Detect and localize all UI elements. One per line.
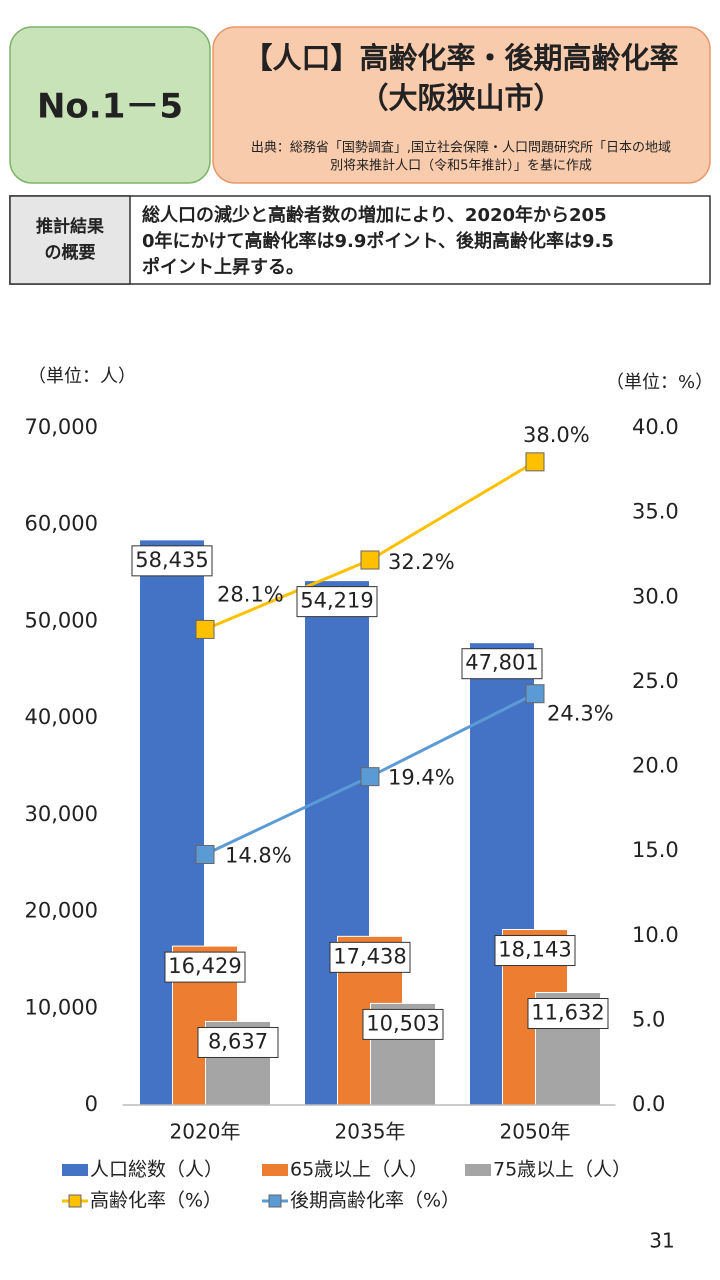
- legend-swatch: [68, 1194, 82, 1208]
- y-tick-label: 0: [85, 1092, 98, 1116]
- label-box: [131, 545, 213, 577]
- y2-tick-label: 0.0: [632, 1092, 665, 1116]
- bar-value-label: 8,637: [208, 1029, 268, 1053]
- y-tick-label: 70,000: [25, 415, 98, 439]
- y-unit: （単位：人）: [28, 366, 136, 387]
- y-tick-label: 10,000: [25, 995, 98, 1019]
- number-box: [9, 26, 211, 184]
- summary-text: 総人口の減少と高齢者数の増加により、2020年から205: [142, 204, 607, 226]
- marker: [360, 767, 380, 787]
- slide-number: No.1－5: [37, 87, 183, 127]
- bar-value-label: 10,503: [366, 1011, 439, 1035]
- bar-value-label: 54,219: [300, 589, 373, 613]
- marker: [195, 845, 215, 865]
- bar-value-label: 17,438: [333, 944, 406, 968]
- summary-label-cell: [9, 195, 131, 285]
- y-tick-label: 30,000: [25, 802, 98, 826]
- marker: [195, 619, 215, 639]
- page-number: 31: [649, 1229, 674, 1253]
- label-box: [164, 951, 246, 983]
- bar-value-label: 16,429: [168, 954, 241, 978]
- x-tick-label: 2020年: [170, 1120, 241, 1144]
- y-tick-label: 40,000: [25, 705, 98, 729]
- label-box: [362, 1008, 444, 1040]
- y2-tick-label: 10.0: [632, 923, 679, 947]
- label-box: [461, 648, 543, 680]
- line-value-label: 28.1%: [217, 582, 284, 606]
- y2-tick-label: 20.0: [632, 754, 679, 778]
- marker: [525, 684, 545, 704]
- summary-label: の概要: [45, 242, 96, 263]
- label-box: [494, 935, 576, 967]
- y2-tick-label: 35.0: [632, 500, 679, 524]
- bar-value-label: 18,143: [498, 938, 571, 962]
- legend-label: 人口総数（人）: [90, 1159, 223, 1181]
- title-box: [212, 26, 711, 184]
- source: 別将来推計人口（令和5年推計）」を基に作成: [330, 158, 592, 174]
- summary-text: ポイント上昇する。: [142, 256, 304, 278]
- line-value-label: 19.4%: [388, 766, 455, 790]
- y-tick-label: 60,000: [25, 512, 98, 536]
- bar-value-label: 47,801: [465, 651, 538, 675]
- legend-label: 高齢化率（%）: [90, 1190, 222, 1212]
- legend-swatch: [268, 1194, 282, 1208]
- label-box: [197, 1026, 279, 1058]
- legend-label: 75歳以上（人）: [493, 1159, 631, 1181]
- legend-swatch: [465, 1164, 491, 1176]
- line-value-label: 38.0%: [523, 423, 590, 447]
- y2-tick-label: 40.0: [632, 415, 679, 439]
- legend-label: 65歳以上（人）: [290, 1159, 428, 1181]
- y2-tick-label: 5.0: [632, 1007, 665, 1031]
- label-box: [527, 998, 609, 1030]
- legend-label: 後期高齢化率（%）: [290, 1190, 460, 1212]
- legend-swatch: [262, 1164, 288, 1176]
- x-tick-label: 2035年: [335, 1120, 406, 1144]
- line-value-label: 14.8%: [225, 844, 292, 868]
- marker: [525, 452, 545, 472]
- y-tick-label: 50,000: [25, 608, 98, 632]
- title: 【人口】高齢化率・後期高齢化率: [243, 41, 678, 75]
- x-tick-label: 2050年: [500, 1120, 571, 1144]
- legend-swatch: [62, 1164, 88, 1176]
- marker: [360, 550, 380, 570]
- y2-tick-label: 30.0: [632, 584, 679, 608]
- line-value-label: 32.2%: [388, 550, 455, 574]
- y2-tick-label: 25.0: [632, 669, 679, 693]
- bar-value-label: 11,632: [531, 1001, 604, 1025]
- title: （大阪狭山市）: [359, 81, 562, 115]
- label-box: [329, 941, 411, 973]
- y2-tick-label: 15.0: [632, 838, 679, 862]
- y2-unit: （単位：%）: [606, 372, 713, 393]
- source: 出典：総務省「国勢調査」,国立社会保障・人口問題研究所「日本の地域: [251, 140, 671, 156]
- line-value-label: 24.3%: [547, 702, 614, 726]
- label-box: [296, 586, 378, 618]
- summary-text: 0年にかけて高齢化率は9.9ポイント、後期高齢化率は9.5: [142, 230, 614, 252]
- summary-label: 推計結果: [36, 216, 104, 237]
- bar-value-label: 58,435: [135, 548, 208, 572]
- y-tick-label: 20,000: [25, 899, 98, 923]
